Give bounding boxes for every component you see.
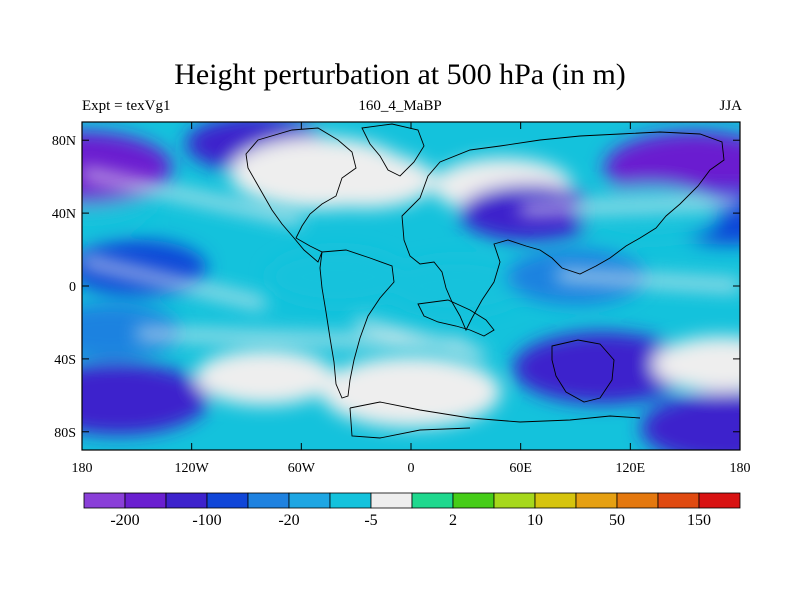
colorbar: -200 -100 -20 -5 2 10 50 150: [83, 492, 741, 529]
colorbar-label: -200: [110, 512, 139, 529]
colorbar-swatch: [124, 492, 167, 509]
colorbar-label: -100: [192, 512, 221, 529]
neutral-band: [82, 255, 266, 310]
lat-label: 80N: [52, 134, 76, 149]
lon-label: 180: [730, 461, 751, 476]
colorbar-label: 2: [449, 512, 457, 529]
neutral-band: [136, 328, 466, 350]
neutral-band: [82, 168, 303, 226]
lat-label: 40N: [52, 207, 76, 222]
colorbar-label: -5: [364, 512, 377, 529]
map-axes: 80N 40N 0 40S 80S 180 120W 60W 0 60E 120E 180: [52, 122, 751, 476]
field-region: [82, 362, 209, 435]
map-title: Height perturbation at 500 hPa (in m): [174, 58, 626, 91]
lat-label: 80S: [54, 426, 76, 441]
colorbar-swatch: [698, 492, 741, 509]
colorbar-swatch: [247, 492, 290, 509]
colorbar-swatch: [534, 492, 577, 509]
colorbar-swatch: [83, 492, 126, 509]
field-region: [295, 152, 436, 209]
colorbar-swatch: [452, 492, 495, 509]
colorbar-swatch: [329, 492, 372, 509]
lon-label: 120W: [175, 461, 210, 476]
neutral-band: [520, 197, 740, 215]
neutral-band: [354, 317, 486, 361]
lon-label: 120E: [616, 461, 646, 476]
neutral-band: [556, 270, 740, 291]
field-region: [321, 355, 501, 428]
season-label: JJA: [719, 98, 742, 114]
colorbar-swatch: [165, 492, 208, 509]
continent-outlines: [245, 123, 725, 439]
field-region: [640, 392, 740, 450]
field-region: [651, 336, 740, 393]
lat-label: 0: [69, 280, 76, 295]
colorbar-swatch: [575, 492, 618, 509]
field-region: [82, 303, 180, 360]
field-region: [194, 349, 335, 406]
colorbar-swatch: [411, 492, 454, 509]
lon-label: 180: [72, 461, 93, 476]
height-perturbation-field: [82, 122, 740, 450]
experiment-label: Expt = texVg1: [82, 98, 171, 114]
field-region: [267, 248, 408, 305]
colorbar-label: 10: [527, 512, 543, 529]
case-label: 160_4_MaBP: [358, 98, 442, 114]
field-region: [82, 131, 172, 204]
colorbar-swatch: [616, 492, 659, 509]
field-region: [512, 332, 693, 404]
lon-label: 0: [408, 461, 415, 476]
field-region: [386, 258, 527, 314]
colorbar-label: -20: [278, 512, 299, 529]
colorbar-swatch: [493, 492, 536, 509]
lon-label: 60W: [288, 461, 316, 476]
lat-label: 40S: [54, 353, 76, 368]
colorbar-label: 150: [687, 512, 711, 529]
colorbar-swatch: [206, 492, 249, 509]
colorbar-swatch: [657, 492, 700, 509]
colorbar-swatch: [370, 492, 413, 509]
lon-label: 60E: [509, 461, 532, 476]
colorbar-label: 50: [609, 512, 625, 529]
colorbar-swatch: [288, 492, 331, 509]
